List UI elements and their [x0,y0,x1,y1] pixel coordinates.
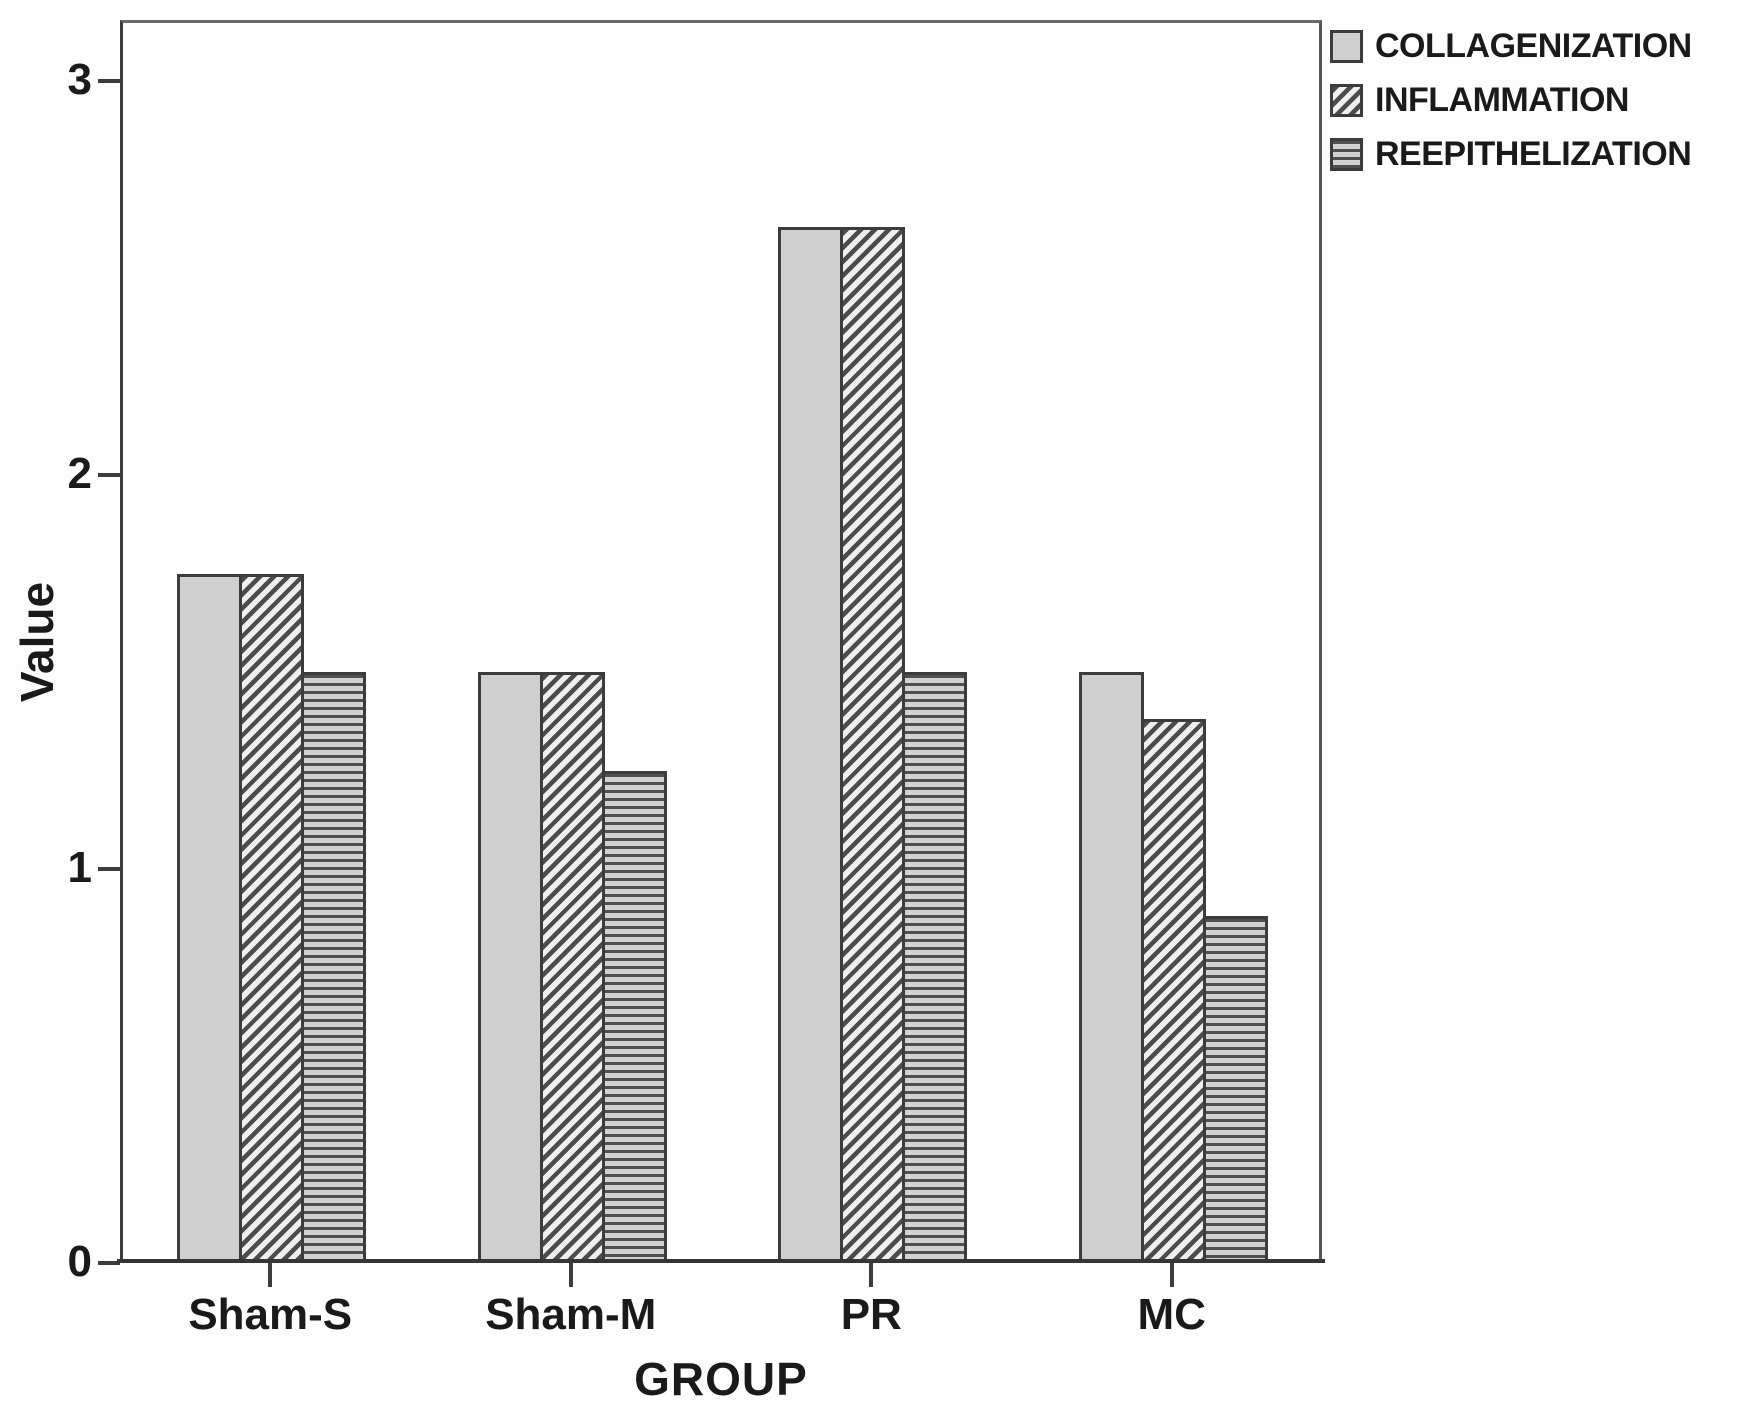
legend-item: COLLAGENIZATION [1330,27,1692,66]
bar-sham-m-inflammation [539,672,605,1263]
y-axis-tick [98,1261,120,1265]
legend-swatch-inflammation [1330,84,1363,117]
legend-swatch-reepithelization [1330,138,1363,171]
y-axis-tick [98,79,120,83]
y-axis-tick-label: 2 [67,449,92,498]
y-axis-tick [98,867,120,871]
bar-pr-inflammation [840,226,906,1263]
y-axis-tick [98,473,120,477]
legend-item: REEPITHELIZATION [1330,135,1692,174]
bar-sham-s-reepithelization [301,672,367,1263]
bar-mc-inflammation [1140,719,1206,1263]
bar-pr-reepithelization [902,672,968,1263]
legend-swatch-collagenization [1330,30,1363,63]
y-axis-tick-label: 1 [67,843,92,892]
bar-mc-collagenization [1078,672,1144,1263]
x-axis-category-label: PR [840,1290,902,1339]
bar-pr-collagenization [778,226,844,1263]
bar-sham-s-inflammation [239,573,305,1263]
legend-label: REEPITHELIZATION [1375,135,1692,173]
y-axis-tick-label: 3 [67,55,92,104]
x-axis-tick [869,1263,874,1287]
legend-label: INFLAMMATION [1375,81,1629,119]
bar-mc-reepithelization [1202,916,1268,1263]
bar-sham-s-collagenization [177,573,243,1263]
bar-sham-m-collagenization [477,672,543,1263]
legend-label: COLLAGENIZATION [1375,27,1692,65]
x-axis-tick [1169,1263,1174,1287]
y-axis-tick-label: 0 [67,1237,92,1286]
legend-item: INFLAMMATION [1330,81,1692,120]
legend: COLLAGENIZATION INFLAMMATION REEPITHELIZAT… [1330,27,1692,174]
y-axis-title: Value [11,581,63,703]
x-axis-tick [268,1263,273,1287]
x-axis-line [117,1259,1325,1263]
x-axis-category-label: MC [1137,1290,1206,1339]
x-axis-category-label: Sham-M [485,1290,657,1339]
x-axis-category-label: Sham-S [188,1290,353,1339]
x-axis-tick [568,1263,573,1287]
bar-sham-m-reepithelization [601,770,667,1263]
x-axis-title: GROUP [634,1353,808,1405]
